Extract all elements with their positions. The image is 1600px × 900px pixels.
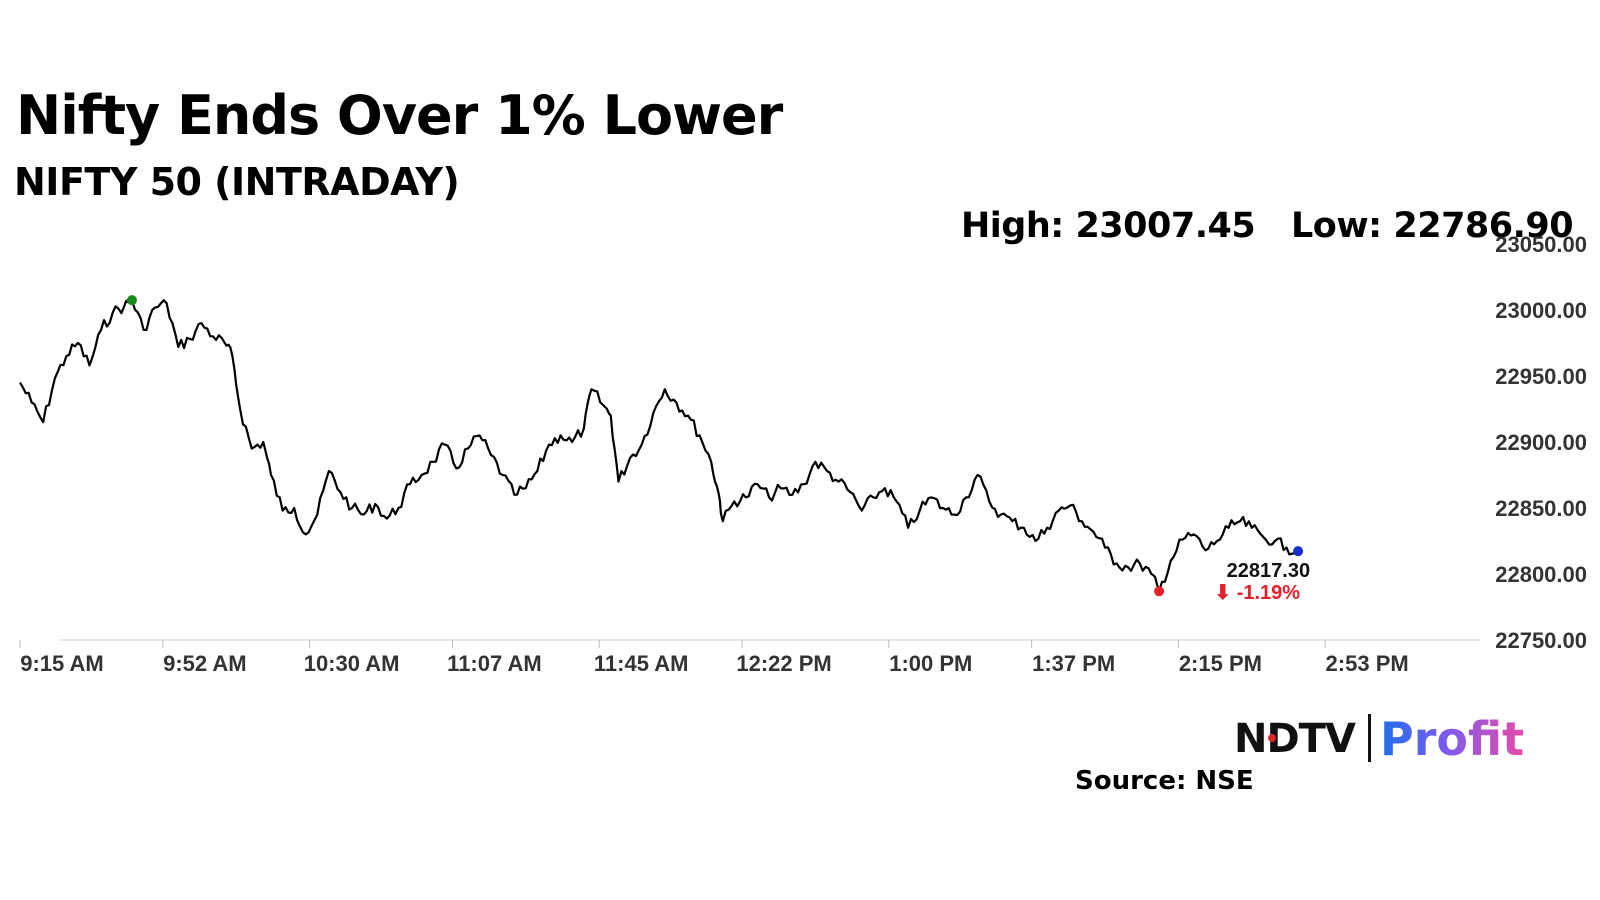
y-tick-label: 23000.00 [1495,298,1587,323]
x-tick-label: 1:37 PM [1032,651,1115,676]
y-tick-label: 22950.00 [1495,364,1587,389]
x-tick-label: 1:00 PM [889,651,972,676]
low-point-marker [1154,586,1165,597]
logo-divider [1368,714,1371,762]
y-tick-label: 22750.00 [1495,628,1587,653]
day-low-label: Low: 22786.90 [1291,206,1574,246]
change-label: ⬇ -1.19% [1214,582,1300,604]
x-tick-label: 12:22 PM [736,651,831,676]
logo-profit-text: Profit [1380,712,1525,766]
logo-dot [1268,734,1276,742]
series-line [19,299,1299,593]
x-tick-label: 11:07 AM [447,651,542,676]
ndtv-profit-logo: NDTV Profit [1234,712,1524,766]
x-tick-label: 11:45 AM [594,651,689,676]
x-tick-label: 2:53 PM [1326,651,1409,676]
chart-title: Nifty Ends Over 1% Lower [16,84,783,147]
source-note: Source: NSE [1075,766,1254,796]
last-point-marker [1293,546,1304,557]
logo-ndtv-text: NDTV [1234,716,1356,762]
x-tick-label: 10:30 AM [304,651,400,676]
y-tick-label: 23050.00 [1495,232,1587,257]
high-point-marker [126,295,137,306]
x-tick-label: 2:15 PM [1179,651,1262,676]
y-tick-label: 22800.00 [1495,562,1587,587]
day-high-label: High: 23007.45 [961,206,1256,246]
y-tick-label: 22900.00 [1495,430,1587,455]
x-tick-label: 9:15 AM [20,651,104,676]
y-tick-label: 22850.00 [1495,496,1587,521]
x-tick-label: 9:52 AM [163,651,247,676]
chart-subtitle: NIFTY 50 (INTRADAY) [14,160,460,204]
last-value-label: 22817.30 [1227,560,1310,582]
